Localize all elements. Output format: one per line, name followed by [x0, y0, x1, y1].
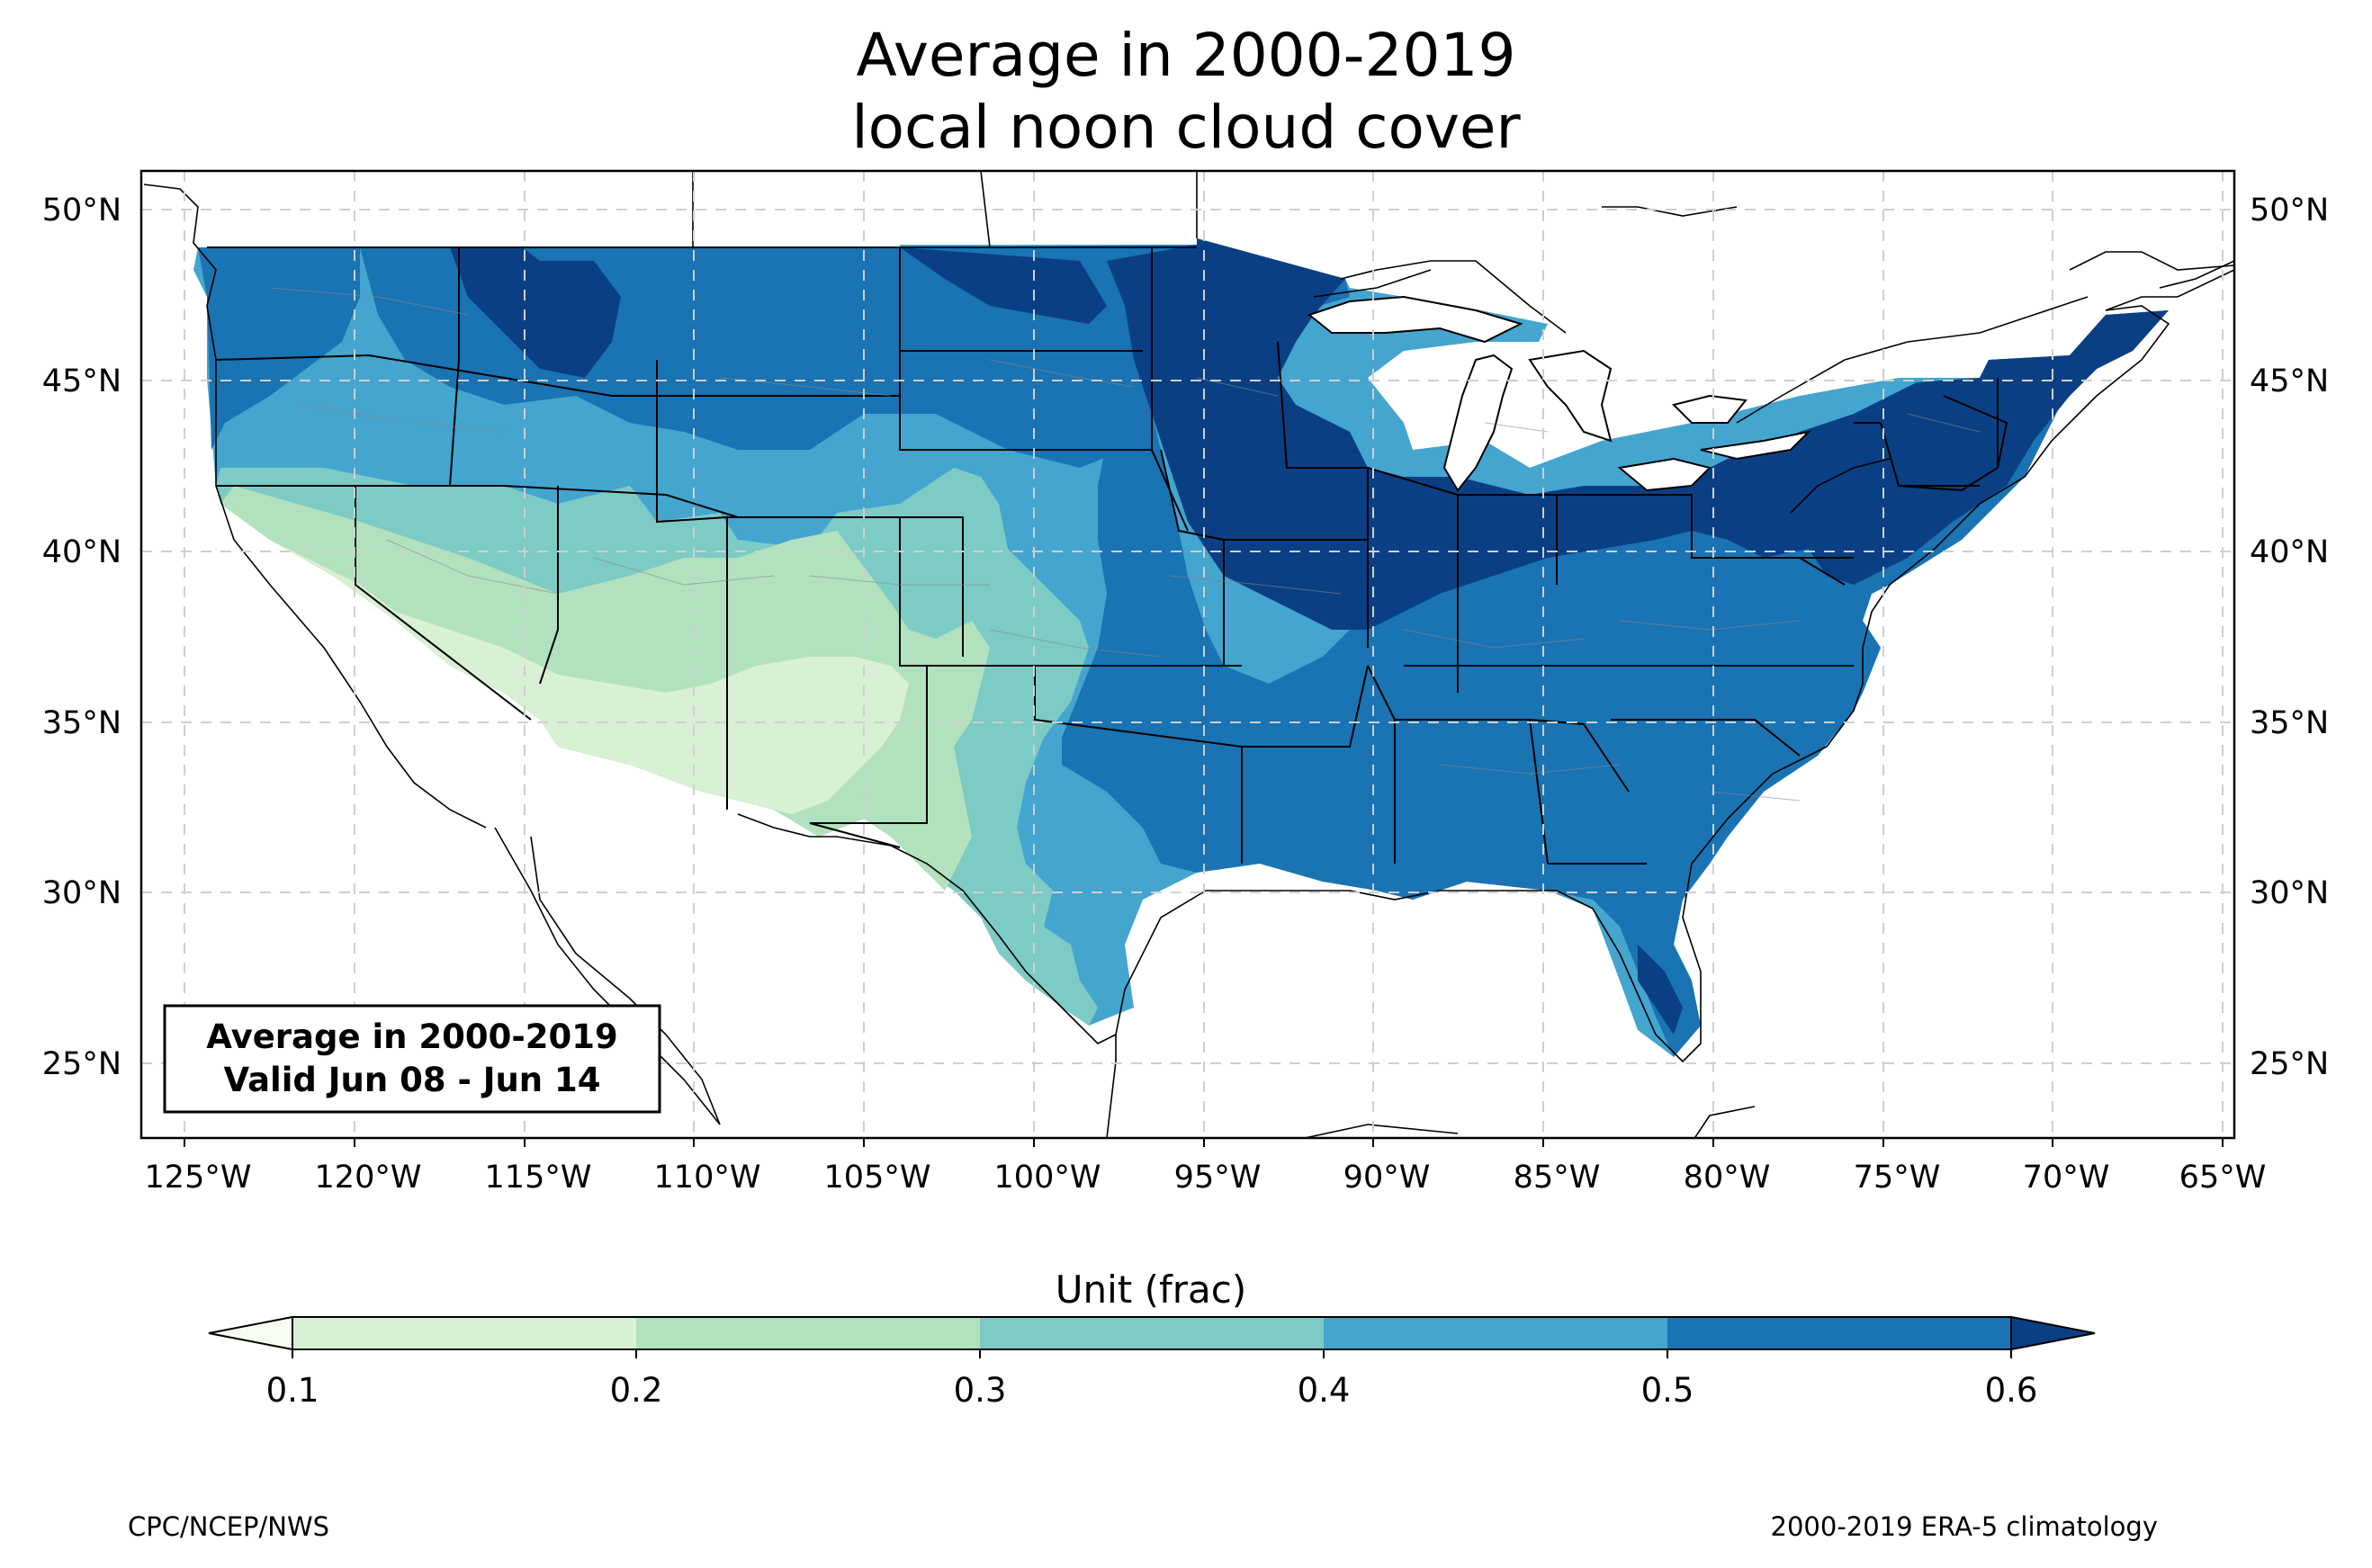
colorbar-bin-0-3-0-4: [980, 1317, 1324, 1349]
map-area: [141, 171, 2234, 1138]
lat-label: 30°N: [42, 875, 121, 911]
lon-label: 70°W: [2023, 1160, 2110, 1196]
colorbar-bin-0-2-0-3: [636, 1317, 980, 1349]
title-line-2: local noon cloud cover: [851, 93, 1521, 162]
lat-label: 30°N: [2250, 875, 2329, 911]
state-boundaries: [207, 246, 2008, 865]
lat-label: 50°N: [42, 193, 121, 228]
colorbar-tick: 0.6: [1985, 1371, 2038, 1410]
lon-label: 85°W: [1514, 1160, 1601, 1196]
colorbar-extend-low: [208, 1315, 293, 1351]
lat-labels-left: 50°N 45°N 40°N 35°N 30°N 25°N: [42, 193, 121, 1082]
colorbar-tick: 0.2: [610, 1371, 663, 1410]
lon-label: 90°W: [1343, 1160, 1431, 1196]
colorbar-bin-0-1-0-2: [292, 1317, 636, 1349]
lon-label: 120°W: [315, 1160, 422, 1196]
map-frame: [139, 169, 2236, 1140]
colorbar: Unit (frac) 0.1 0.2 0.3 0.4 0.5 0.6: [208, 1268, 2096, 1410]
colorbar-bin-0-5-0-6: [1667, 1317, 2011, 1349]
lat-label: 40°N: [2250, 534, 2329, 570]
inset-line-2: Valid Jun 08 - Jun 14: [223, 1061, 600, 1099]
footer-source: CPC/NCEP/NWS: [128, 1511, 330, 1542]
coastlines: [143, 171, 2234, 1138]
lon-label: 125°W: [145, 1160, 252, 1196]
colorbar-bin-0-4-0-5: [1324, 1317, 1667, 1349]
colorbar-tick: 0.4: [1298, 1371, 1351, 1410]
lat-label: 25°N: [42, 1046, 121, 1082]
colorbar-label: Unit (frac): [1056, 1268, 1247, 1312]
lat-label: 35°N: [42, 705, 121, 741]
lat-label: 45°N: [42, 363, 121, 399]
lat-labels-right: 50°N 45°N 40°N 35°N 30°N 25°N: [2250, 193, 2329, 1082]
cloud-region-0-5-0-6-north: [198, 238, 2169, 1057]
lon-label: 80°W: [1684, 1160, 1771, 1196]
lon-label: 100°W: [994, 1160, 1101, 1196]
lat-label: 50°N: [2250, 193, 2329, 228]
colorbar-tick: 0.1: [266, 1371, 319, 1410]
lat-label: 25°N: [2250, 1046, 2329, 1082]
lon-label: 105°W: [824, 1160, 931, 1196]
gridlines: [141, 171, 2234, 1138]
footer-climatology: 2000-2019 ERA-5 climatology: [1770, 1511, 2158, 1542]
lon-label: 95°W: [1174, 1160, 1262, 1196]
inset-line-1: Average in 2000-2019: [206, 1017, 617, 1056]
lon-labels: 125°W 120°W 115°W 110°W 105°W 100°W 95°W…: [145, 1160, 2267, 1196]
lon-ticks: [184, 1138, 2224, 1147]
inset-box: Average in 2000-2019 Valid Jun 08 - Jun …: [163, 1004, 661, 1114]
lon-label: 110°W: [654, 1160, 761, 1196]
colorbar-extend-high: [2010, 1315, 2096, 1351]
title-line-1: Average in 2000-2019: [856, 21, 1516, 90]
lon-label: 75°W: [1854, 1160, 1941, 1196]
lat-label: 35°N: [2250, 705, 2329, 741]
lon-label: 115°W: [485, 1160, 592, 1196]
cloud-region-0-1-0-2: [270, 540, 909, 814]
lat-label: 45°N: [2250, 363, 2329, 399]
colorbar-tick: 0.5: [1641, 1371, 1694, 1410]
lat-label: 40°N: [42, 534, 121, 570]
great-lakes: [1307, 295, 1812, 492]
colorbar-tick: 0.3: [954, 1371, 1007, 1410]
county-lines: [269, 287, 1981, 802]
map-title: Average in 2000-2019 local noon cloud co…: [0, 20, 2372, 164]
lon-label: 65°W: [2179, 1160, 2267, 1196]
